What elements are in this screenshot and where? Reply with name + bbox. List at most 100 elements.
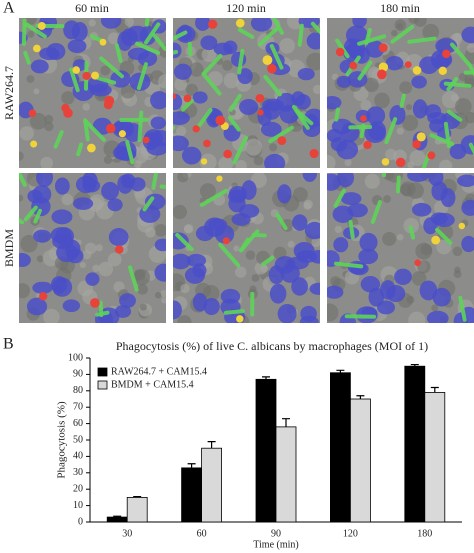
- nucleus: [306, 32, 320, 50]
- nucleus: [358, 248, 379, 265]
- nucleus: [277, 184, 292, 204]
- nucleus: [412, 202, 432, 217]
- hypha: [142, 196, 155, 212]
- texture: [120, 84, 136, 99]
- nucleus: [82, 179, 101, 193]
- yeast: [412, 66, 422, 75]
- nucleus: [461, 235, 474, 253]
- texture: [19, 194, 24, 202]
- yeast: [363, 140, 372, 150]
- nucleus: [108, 228, 129, 247]
- hypha: [144, 22, 161, 45]
- texture: [40, 156, 54, 168]
- texture: [82, 103, 91, 111]
- nucleus: [195, 18, 211, 31]
- nucleus: [26, 297, 48, 316]
- y-axis-label: Phagocytosis (%): [56, 401, 68, 479]
- texture: [303, 199, 313, 209]
- nucleus: [269, 283, 287, 304]
- texture: [466, 43, 474, 53]
- nucleus: [347, 203, 368, 218]
- nucleus: [277, 303, 297, 323]
- hypha: [202, 53, 223, 75]
- hypha: [237, 27, 255, 39]
- nucleus: [126, 25, 148, 42]
- hypha: [137, 110, 144, 142]
- bar: [255, 378, 277, 523]
- error-bar: [410, 363, 419, 367]
- texture: [180, 283, 190, 294]
- nucleus: [32, 281, 53, 294]
- yeast: [255, 93, 265, 103]
- yeast: [377, 69, 387, 80]
- y-tick-label: 20: [73, 483, 83, 494]
- nucleus: [228, 186, 247, 202]
- hypha: [275, 212, 288, 231]
- nucleus: [85, 272, 100, 286]
- yeast: [115, 245, 124, 254]
- yeast: [360, 115, 367, 122]
- hypha: [334, 107, 341, 122]
- y-tick-label: 100: [68, 352, 83, 363]
- nucleus: [336, 173, 355, 188]
- hypha: [151, 33, 166, 51]
- hypha: [407, 36, 437, 44]
- hypha: [19, 217, 25, 225]
- error-bar: [113, 515, 122, 518]
- nucleus: [146, 141, 166, 156]
- hypha: [271, 18, 284, 35]
- texture: [124, 18, 135, 27]
- nucleus: [173, 300, 182, 320]
- hypha: [84, 119, 106, 142]
- texture: [61, 91, 75, 105]
- y-tick-label: 40: [73, 451, 83, 462]
- hypha: [99, 56, 124, 79]
- error-bar: [282, 418, 290, 427]
- nucleus: [460, 135, 474, 155]
- texture: [33, 88, 40, 95]
- nucleus: [73, 197, 94, 210]
- hypha: [384, 117, 398, 145]
- texture: [374, 92, 390, 109]
- hypha: [127, 265, 139, 292]
- texture: [201, 47, 217, 63]
- yeast: [438, 66, 447, 76]
- nucleus: [100, 18, 122, 29]
- nucleus: [457, 174, 474, 187]
- texture: [287, 240, 295, 248]
- x-tick-label: 120: [343, 528, 358, 539]
- texture: [399, 183, 413, 196]
- yeast: [105, 123, 116, 134]
- bar: [329, 372, 351, 523]
- nucleus: [55, 177, 70, 195]
- nucleus: [366, 106, 386, 125]
- error-bar: [262, 376, 270, 380]
- yeast: [200, 158, 208, 165]
- bar: [349, 398, 371, 523]
- nucleus: [107, 198, 123, 212]
- bar: [404, 365, 426, 523]
- nucleus: [150, 91, 166, 110]
- y-tick-label: 30: [73, 467, 83, 478]
- texture: [183, 223, 194, 234]
- hypha: [218, 242, 241, 268]
- texture: [133, 269, 150, 286]
- panel-label: A: [3, 0, 15, 17]
- nucleus: [63, 20, 80, 40]
- texture: [344, 158, 352, 167]
- yeast: [90, 298, 100, 308]
- yeast: [414, 259, 422, 267]
- texture: [382, 231, 397, 246]
- texture: [431, 304, 439, 312]
- hypha: [310, 21, 320, 35]
- nucleus: [238, 204, 260, 218]
- hypha: [25, 22, 47, 39]
- texture: [174, 78, 188, 91]
- nucleus: [200, 35, 218, 51]
- micrograph: [173, 173, 320, 323]
- column-label: 120 min: [226, 1, 266, 15]
- yeast: [395, 157, 406, 168]
- nucleus: [433, 212, 455, 228]
- nucleus: [389, 104, 406, 125]
- x-tick-label: 90: [271, 528, 281, 539]
